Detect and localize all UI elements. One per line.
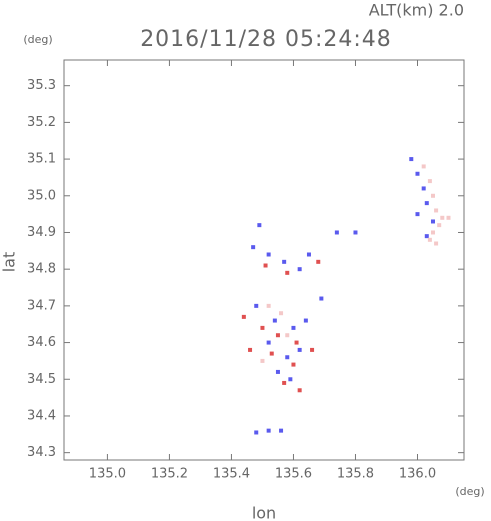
- y-tick-label: 35.0: [27, 188, 56, 203]
- echo-point: [282, 380, 287, 385]
- echo-point: [430, 219, 435, 224]
- y-tick-label: 35.3: [27, 78, 56, 93]
- echo-point: [306, 252, 311, 257]
- x-axis-label: lon: [252, 504, 276, 521]
- y-tick-label: 34.3: [27, 445, 56, 460]
- echo-point: [310, 347, 315, 352]
- echo-point: [427, 179, 432, 184]
- echo-point: [279, 311, 284, 316]
- echo-point: [430, 230, 435, 235]
- y-axis-label: lat: [0, 252, 19, 273]
- echo-point: [254, 303, 259, 308]
- echo-point: [424, 201, 429, 206]
- echo-point: [303, 318, 308, 323]
- y-tick-label: 34.5: [27, 372, 56, 387]
- x-tick-label: 135.8: [337, 467, 374, 482]
- echo-point: [248, 347, 253, 352]
- x-unit: (deg): [455, 485, 484, 498]
- echo-point: [285, 355, 290, 360]
- echo-point: [421, 186, 426, 191]
- echo-point: [285, 270, 290, 275]
- echo-point: [260, 325, 265, 330]
- echo-point: [266, 303, 271, 308]
- echo-point: [316, 259, 321, 264]
- echo-point: [437, 223, 442, 228]
- x-tick-label: 135.0: [89, 467, 126, 482]
- echo-point: [288, 377, 293, 382]
- echo-point: [440, 215, 445, 220]
- echo-point: [297, 267, 302, 272]
- x-tick-label: 136.0: [399, 467, 436, 482]
- echo-point: [279, 428, 284, 433]
- y-unit: (deg): [23, 33, 52, 46]
- echo-point: [334, 230, 339, 235]
- chart-title: 2016/11/28 05:24:48: [140, 27, 392, 52]
- echo-point: [424, 234, 429, 239]
- y-tick-label: 34.8: [27, 262, 56, 277]
- y-tick-label: 34.7: [27, 298, 56, 313]
- altitude-label: ALT(km) 2.0: [369, 1, 464, 20]
- y-tick-label: 35.1: [27, 152, 56, 167]
- echo-point: [275, 369, 280, 374]
- echo-point: [294, 340, 299, 345]
- echo-point: [285, 333, 290, 338]
- echo-point: [415, 212, 420, 217]
- y-tick-label: 34.4: [27, 408, 56, 423]
- echo-point: [269, 351, 274, 356]
- echo-point: [257, 223, 262, 228]
- echo-point: [434, 241, 439, 246]
- echo-point: [282, 259, 287, 264]
- x-tick-label: 135.4: [213, 467, 250, 482]
- echo-point: [434, 208, 439, 213]
- echo-point: [241, 314, 246, 319]
- x-tick-label: 135.6: [275, 467, 312, 482]
- echo-point: [251, 245, 256, 250]
- echo-point: [297, 388, 302, 393]
- echo-point: [430, 193, 435, 198]
- echo-point: [409, 157, 414, 162]
- echo-point: [319, 296, 324, 301]
- echo-point: [266, 340, 271, 345]
- echo-point: [266, 252, 271, 257]
- echo-point: [291, 325, 296, 330]
- echo-point: [415, 171, 420, 176]
- echo-point: [353, 230, 358, 235]
- echo-point: [297, 347, 302, 352]
- echo-point: [291, 362, 296, 367]
- echo-point: [272, 318, 277, 323]
- echo-point: [266, 428, 271, 433]
- echo-point: [263, 263, 268, 268]
- plot-frame: [63, 59, 465, 461]
- x-tick-label: 135.2: [151, 467, 188, 482]
- echo-point: [446, 215, 451, 220]
- echo-point: [254, 430, 259, 435]
- y-tick-label: 35.2: [27, 115, 56, 130]
- y-tick-label: 34.6: [27, 335, 56, 350]
- echo-point: [260, 358, 265, 363]
- echo-point: [421, 164, 426, 169]
- y-tick-label: 34.9: [27, 225, 56, 240]
- echo-point: [427, 237, 432, 242]
- echo-point: [275, 333, 280, 338]
